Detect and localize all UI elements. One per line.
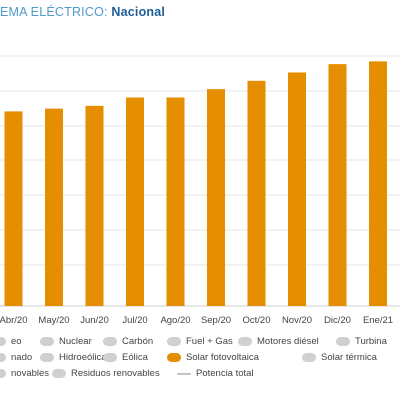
x-tick-label: Abr/20 (0, 315, 28, 326)
bar-ene-21[interactable] (369, 61, 387, 306)
x-tick-label: Jul/20 (122, 315, 147, 326)
x-tick-label: Ene/21 (363, 315, 393, 326)
x-axis: Abr/20 May/20 Jun/20 Jul/20 Ago/20 Sep/20 Oct/… (0, 315, 393, 326)
bar-oct-20[interactable] (247, 80, 266, 306)
x-tick-label: Nov/20 (282, 315, 312, 326)
bar-sep-20[interactable] (207, 89, 225, 306)
bar-nov-20[interactable] (288, 72, 306, 306)
x-tick-label: Oct/20 (243, 315, 271, 326)
bar-ago-20[interactable] (166, 97, 185, 307)
region-selector[interactable]: Nacional (111, 5, 166, 19)
bar-dic-20[interactable] (328, 64, 347, 306)
x-tick-label: Jun/20 (80, 315, 109, 326)
x-tick-label: Sep/20 (201, 315, 231, 326)
bar-abr-20[interactable] (4, 111, 23, 307)
chart-header: EMA ELÉCTRICO: Nacional (0, 5, 165, 19)
x-tick-label: May/20 (38, 315, 69, 326)
bar-may-20[interactable] (45, 108, 63, 307)
bar-layer (4, 61, 387, 307)
x-tick-label: Dic/20 (324, 315, 351, 326)
system-label: EMA ELÉCTRICO: (0, 5, 108, 19)
bar-jul-20[interactable] (126, 97, 144, 307)
x-tick-label: Ago/20 (160, 315, 190, 326)
bar-jun-20[interactable] (85, 105, 104, 306)
